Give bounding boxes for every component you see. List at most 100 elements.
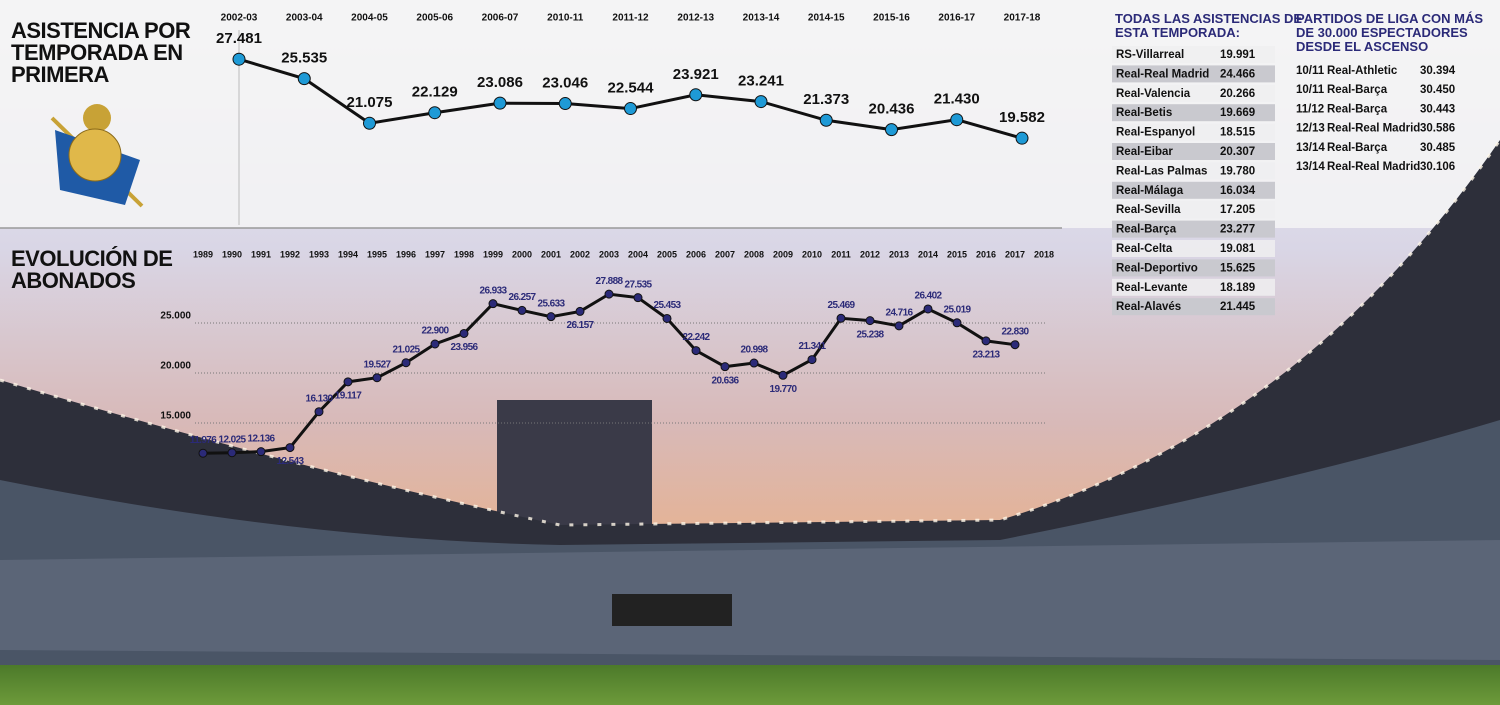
data-label: 20.636 [712,375,740,386]
table-cell: 20.307 [1220,146,1255,158]
table-cell: 17.205 [1220,204,1256,216]
x-tick-label: 1994 [338,249,358,259]
table-cell: 30.443 [1420,103,1455,115]
table-cell: 19.669 [1220,107,1255,119]
table-cell: Real-Barça [1116,224,1177,236]
data-point [691,346,701,356]
x-tick-label: 2011 [831,249,851,259]
data-label: 26.402 [915,291,943,302]
data-point [952,318,962,328]
x-tick-label: 2013-14 [743,13,780,24]
data-label: 22.242 [683,332,711,343]
data-label: 26.257 [509,292,537,303]
data-label: 12.025 [219,434,247,445]
data-point [227,448,237,458]
data-label: 23.956 [451,342,479,353]
row-shade [1112,240,1275,257]
data-label: 22.830 [1002,326,1030,337]
data-label: 12.136 [248,433,276,444]
data-label: 23.921 [673,66,719,83]
data-point [343,377,353,387]
data-point [232,52,246,66]
table-cell: 12/13 [1296,123,1325,135]
table-cell: Real-Valencia [1116,88,1191,100]
table-cell: Real-Real Madrid [1327,161,1420,173]
x-tick-label: 1998 [454,249,474,259]
data-point [493,96,507,110]
row-shade [1112,46,1275,63]
data-label: 20.436 [869,101,915,118]
table-title: PARTIDOS DE LIGA CON MÁS DE 30.000 ESPECT… [1296,11,1483,54]
x-tick-label: 2016 [976,249,996,259]
x-tick-label: 2005-06 [416,13,453,24]
y-tick-label: 15.000 [160,411,191,422]
row-shade [1112,298,1275,316]
table-cell: Real-Espanyol [1116,127,1195,139]
table-cell: 20.266 [1220,88,1255,100]
data-point [633,293,643,303]
data-point [546,312,556,322]
data-point [885,123,898,137]
x-tick-label: 2017 [1005,249,1025,259]
data-point [488,299,498,309]
x-tick-label: 2015-16 [873,13,910,24]
data-label: 19.582 [999,109,1045,126]
data-label: 25.469 [828,300,856,311]
table-cell: 10/11 [1296,84,1325,96]
row-shade [1112,104,1275,122]
data-point [807,355,817,365]
x-tick-label: 2014-15 [808,13,845,24]
data-point [689,88,703,102]
table-cell: Real-Alavés [1116,301,1181,313]
data-label: 23.046 [542,75,588,92]
table-cell: 30.450 [1420,84,1455,96]
data-label: 25.019 [944,304,972,315]
x-tick-label: 2015 [947,249,967,259]
table-cell: Real-Barça [1327,103,1388,115]
x-tick-label: 2016-17 [938,13,975,24]
data-point [662,313,672,323]
data-point [981,336,991,346]
data-label: 22.544 [608,80,655,97]
x-tick-label: 2014 [918,249,938,259]
x-tick-label: 1993 [309,249,329,259]
data-point [836,313,846,323]
table-cell: Real-Barça [1327,84,1388,96]
table-cell: 19.780 [1220,165,1255,177]
data-label: 16.130 [306,393,334,404]
x-tick-label: 2013 [889,249,909,259]
x-tick-label: 2011-12 [612,13,649,24]
data-point [517,305,527,315]
x-tick-label: 2000 [512,249,532,259]
table-cell: 18.189 [1220,282,1255,294]
data-point [363,116,376,130]
x-tick-label: 2017-18 [1004,13,1041,24]
table-cell: 18.515 [1220,127,1256,139]
data-label: 25.535 [281,50,327,67]
x-tick-label: 2006 [686,249,706,259]
data-point [575,306,585,316]
data-label: 26.933 [480,285,508,296]
data-label: 12.543 [277,456,305,467]
data-point [314,407,324,417]
row-shade [1112,143,1275,160]
data-label: 21.373 [803,91,849,108]
data-point [401,358,411,368]
data-point [285,443,295,453]
row-shade [1112,259,1275,277]
row-shade [1112,278,1275,296]
x-tick-label: 2010-11 [547,13,584,24]
x-tick-label: 2005 [657,249,677,259]
row-shade [1112,162,1275,180]
data-label: 21.025 [393,344,421,355]
table-cell: 30.485 [1420,142,1456,154]
y-tick-label: 25.000 [160,311,191,322]
data-label: 23.241 [738,73,784,90]
table-cell: Real-Sevilla [1116,204,1181,216]
table-cell: Real-Deportivo [1116,262,1198,274]
chart-title: ASISTENCIA POR TEMPORADA EN PRIMERA [11,18,191,87]
y-tick-label: 20.000 [160,361,191,372]
row-shade [1112,220,1275,238]
data-point [558,97,572,111]
